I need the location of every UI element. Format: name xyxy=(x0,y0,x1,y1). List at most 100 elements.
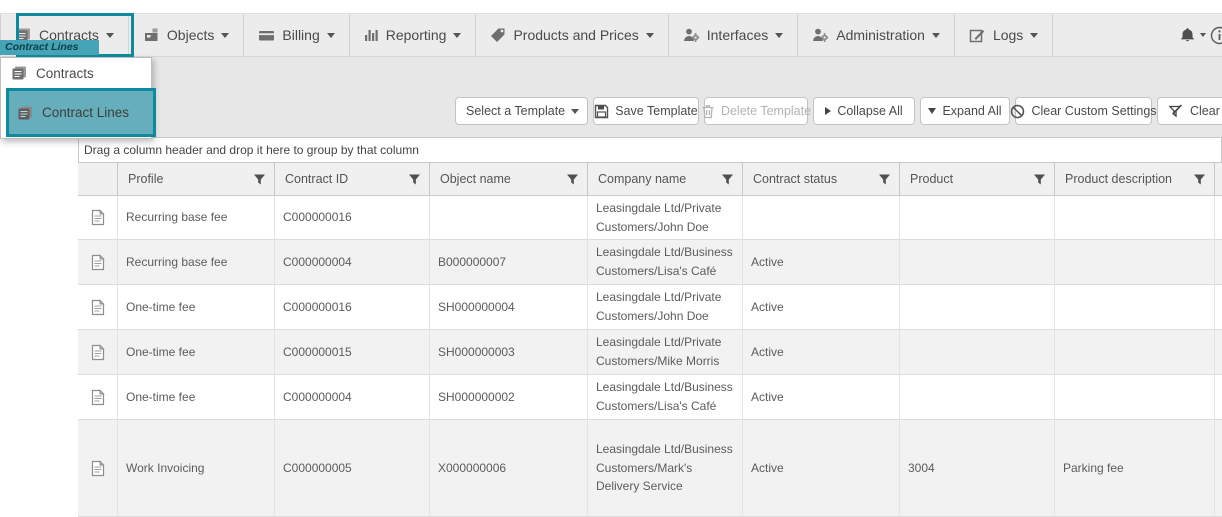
header-object-name[interactable]: Object name xyxy=(430,163,588,195)
group-by-dropzone[interactable]: Drag a column header and drop it here to… xyxy=(78,137,1222,162)
cell-clipped xyxy=(1215,420,1222,517)
collapse-all-label: Collapse All xyxy=(837,104,903,118)
nav-contracts-label: Contracts xyxy=(39,27,99,43)
ban-icon xyxy=(1010,104,1025,119)
cell-contract-status: Active xyxy=(743,420,900,517)
table-row[interactable]: One-time fee C000000016 SH000000004 Leas… xyxy=(78,285,1222,330)
document-icon[interactable] xyxy=(78,285,118,330)
cell-profile: Recurring base fee xyxy=(118,240,275,285)
cell-company-name: Leasingdale Ltd/Business Customers/Lisa'… xyxy=(588,375,743,420)
grid-area: Drag a column header and drop it here to… xyxy=(0,137,1222,517)
filter-icon[interactable] xyxy=(408,173,421,186)
header-product[interactable]: Product xyxy=(900,163,1055,195)
nav-interfaces[interactable]: Interfaces xyxy=(669,14,799,56)
filter-icon[interactable] xyxy=(1193,173,1206,186)
cell-profile: One-time fee xyxy=(118,285,275,330)
active-page-badge: Contract Lines xyxy=(0,40,99,55)
grid-toolbar: Select a Template Save Template Delete T… xyxy=(455,97,1222,125)
delete-template-label: Delete Template xyxy=(720,104,812,118)
document-icon[interactable] xyxy=(78,420,118,517)
nav-products-and-prices[interactable]: Products and Prices xyxy=(476,14,669,56)
document-icon[interactable] xyxy=(78,375,118,420)
cell-product-description: Parking fee xyxy=(1055,420,1215,517)
cell-profile: Work Invoicing xyxy=(118,420,275,517)
dropdown-item-contracts[interactable]: Contracts xyxy=(1,58,151,88)
nav-objects[interactable]: Objects xyxy=(129,14,245,56)
cell-product-description xyxy=(1055,196,1215,240)
dropdown-item-contract-lines[interactable]: Contract Lines xyxy=(6,88,156,137)
contracts-icon xyxy=(11,65,28,81)
filter-icon[interactable] xyxy=(1033,173,1046,186)
filter-icon[interactable] xyxy=(878,173,891,186)
cell-object-name: B000000007 xyxy=(430,240,588,285)
table-row[interactable]: One-time fee C000000004 SH000000002 Leas… xyxy=(78,375,1222,420)
expand-all-label: Expand All xyxy=(942,104,1002,118)
clear-custom-settings-label: Clear Custom Settings xyxy=(1031,104,1157,118)
table-row[interactable]: Work Invoicing C000000005 X000000006 Lea… xyxy=(78,420,1222,517)
cell-clipped xyxy=(1215,375,1222,420)
collapse-all-button[interactable]: Collapse All xyxy=(813,97,915,125)
expand-all-button[interactable]: Expand All xyxy=(920,97,1010,125)
cell-product-description xyxy=(1055,375,1215,420)
filter-icon[interactable] xyxy=(566,173,579,186)
chevron-down-icon[interactable] xyxy=(1200,33,1206,37)
table-row[interactable]: One-time fee C000000015 SH000000003 Leas… xyxy=(78,330,1222,375)
cell-company-name: Leasingdale Ltd/Business Customers/Mark'… xyxy=(588,420,743,517)
clear-custom-settings-button[interactable]: Clear Custom Settings xyxy=(1011,97,1157,125)
clear-filters-button[interactable]: Clear Filters xyxy=(1157,97,1222,125)
contracts-icon xyxy=(17,105,34,121)
cell-company-name: Leasingdale Ltd/Private Customers/John D… xyxy=(588,196,743,240)
nav-logs[interactable]: Logs xyxy=(955,14,1054,56)
nav-right-tools xyxy=(1179,14,1222,56)
cell-contract-id: C000000015 xyxy=(275,330,430,375)
cell-contract-status: Active xyxy=(743,375,900,420)
document-icon[interactable] xyxy=(78,330,118,375)
cell-product xyxy=(900,240,1055,285)
header-profile[interactable]: Profile xyxy=(118,163,275,195)
document-icon[interactable] xyxy=(78,196,118,240)
cell-clipped xyxy=(1215,285,1222,330)
save-template-label: Save Template xyxy=(615,104,698,118)
cell-clipped xyxy=(1215,330,1222,375)
template-select[interactable]: Select a Template xyxy=(455,97,588,125)
nav-administration[interactable]: Administration xyxy=(798,14,955,56)
filter-icon[interactable] xyxy=(721,173,734,186)
person-gear-icon xyxy=(812,27,829,43)
nav-contracts[interactable]: Contracts xyxy=(0,14,129,56)
grid-header-row: Profile Contract ID Object name Company … xyxy=(78,162,1222,196)
cell-object-name: X000000006 xyxy=(430,420,588,517)
table-row[interactable]: Recurring base fee C000000016 Leasingdal… xyxy=(78,196,1222,240)
bell-icon[interactable] xyxy=(1179,27,1196,44)
chevron-down-icon xyxy=(326,32,335,38)
table-row[interactable]: Recurring base fee C000000004 B000000007… xyxy=(78,240,1222,285)
delete-template-button[interactable]: Delete Template xyxy=(702,97,812,125)
nav-reporting-label: Reporting xyxy=(385,27,447,43)
cell-product-description xyxy=(1055,285,1215,330)
header-company-name[interactable]: Company name xyxy=(588,163,743,195)
chevron-down-icon xyxy=(775,32,784,38)
clear-filters-label: Clear Filters xyxy=(1190,104,1222,118)
nav-reporting[interactable]: Reporting xyxy=(350,14,477,56)
header-product-description[interactable]: Product description xyxy=(1055,163,1215,195)
cell-contract-id: C000000004 xyxy=(275,240,430,285)
header-clipped-column xyxy=(1215,163,1222,195)
cell-product xyxy=(900,196,1055,240)
filter-icon[interactable] xyxy=(253,173,266,186)
chevron-down-icon xyxy=(105,32,114,38)
nav-administration-label: Administration xyxy=(836,27,925,43)
clear-filter-icon xyxy=(1168,104,1184,119)
chevron-down-icon xyxy=(645,32,654,38)
info-icon[interactable] xyxy=(1210,26,1222,45)
nav-objects-label: Objects xyxy=(166,27,215,43)
nav-billing[interactable]: Billing xyxy=(244,14,350,56)
cell-contract-id: C000000016 xyxy=(275,285,430,330)
header-contract-status[interactable]: Contract status xyxy=(743,163,900,195)
header-contract-id[interactable]: Contract ID xyxy=(275,163,430,195)
nav-products-label: Products and Prices xyxy=(513,27,639,43)
save-template-button[interactable]: Save Template xyxy=(593,97,699,125)
nav-interfaces-label: Interfaces xyxy=(706,27,769,43)
document-icon[interactable] xyxy=(78,240,118,285)
cell-contract-id: C000000016 xyxy=(275,196,430,240)
chevron-down-icon xyxy=(1030,32,1039,38)
cell-product xyxy=(900,330,1055,375)
